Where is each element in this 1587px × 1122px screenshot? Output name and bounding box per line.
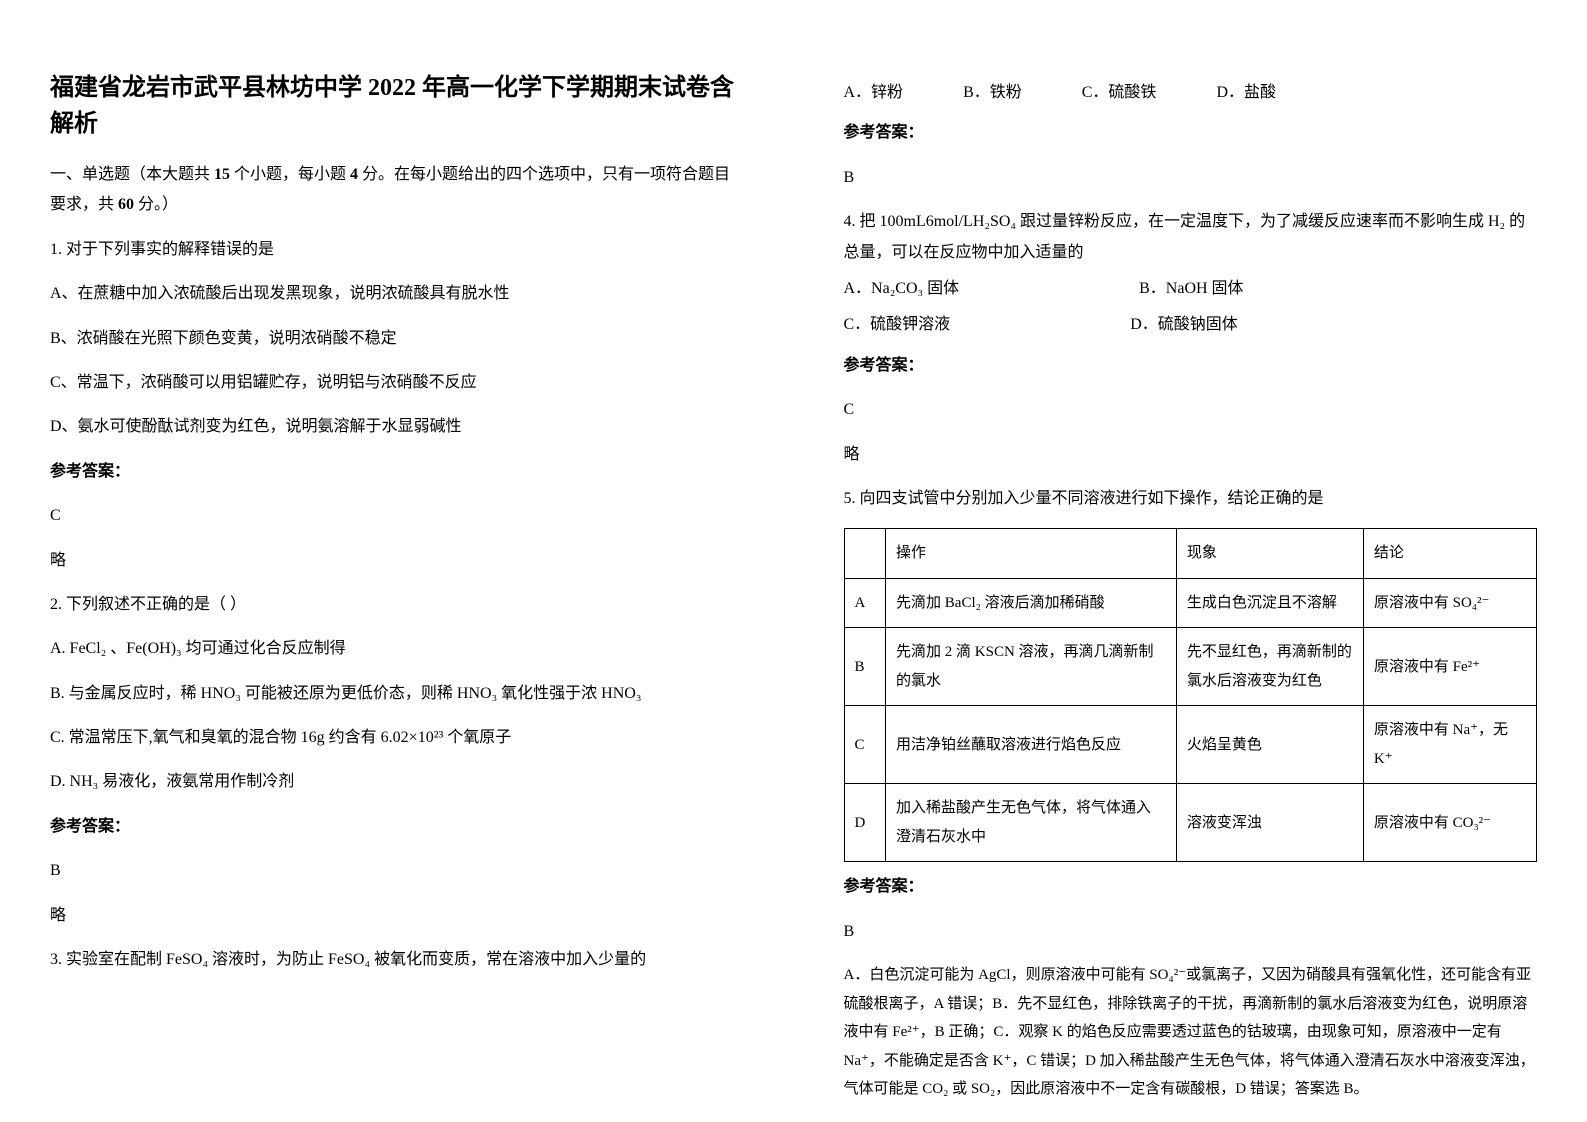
sec-total: 60 [118, 196, 134, 213]
th-cc: 结论 [1363, 529, 1536, 579]
q4-opt-b: B．NaOH 固体 [1139, 274, 1243, 304]
q1-opt-c: C、常温下，浓硝酸可以用铝罐贮存，说明铝与浓硝酸不反应 [50, 368, 744, 398]
q4-ans: C [844, 395, 1538, 425]
sec-suffix: 分。） [134, 196, 178, 213]
q3-ans: B [844, 163, 1538, 193]
right-column: A．锌粉 B．铁粉 C．硫酸铁 D．盐酸 参考答案： B 4. 把 100mL6… [794, 0, 1587, 1122]
q5-ans-label: 参考答案： [844, 872, 1538, 902]
cell-op: 先滴加 2 滴 KSCN 溶液，再滴几滴新制的氯水 [886, 628, 1177, 706]
q2-opt-b: B. 与金属反应时，稀 HNO₃ 可能被还原为更低价态，则稀 HNO₃ 氧化性强… [50, 679, 744, 709]
left-column: 福建省龙岩市武平县林坊中学 2022 年高一化学下学期期末试卷含解析 一、单选题… [0, 0, 794, 1122]
q4-opt-c: C．硫酸钾溶液 [844, 310, 951, 340]
q2-opt-c: C. 常温常压下,氧气和臭氧的混合物 16g 约含有 6.02×10²³ 个氧原… [50, 723, 744, 753]
sec-count: 15 [214, 166, 230, 183]
th-blank [844, 529, 886, 579]
q1-opt-a: A、在蔗糖中加入浓硫酸后出现发黑现象，说明浓硫酸具有脱水性 [50, 279, 744, 309]
th-ph: 现象 [1176, 529, 1363, 579]
table-row: A 先滴加 BaCl₂ 溶液后滴加稀硝酸 生成白色沉淀且不溶解 原溶液中有 SO… [844, 578, 1537, 628]
cell-cc: 原溶液中有 CO₃²⁻ [1363, 784, 1536, 862]
q1-opt-d: D、氨水可使酚酞试剂变为红色，说明氨溶解于水显弱碱性 [50, 412, 744, 442]
cell-ph: 先不显红色，再滴新制的氯水后溶液变为红色 [1176, 628, 1363, 706]
q4-opt-d: D．硫酸钠固体 [1130, 310, 1238, 340]
q3-opt-d: D．盐酸 [1216, 78, 1276, 108]
q2-ans: B [50, 856, 744, 886]
q4-note: 略 [844, 440, 1538, 470]
q3-opt-b: B．铁粉 [963, 78, 1022, 108]
question-2: 2. 下列叙述不正确的是（ ） [50, 590, 744, 620]
question-3: 3. 实验室在配制 FeSO₄ 溶液时，为防止 FeSO₄ 被氧化而变质，常在溶… [50, 945, 744, 975]
q3-ans-label: 参考答案： [844, 118, 1538, 148]
q3-opt-c: C．硫酸铁 [1082, 78, 1157, 108]
q4-row1: A．Na₂CO₃ 固体 B．NaOH 固体 [844, 274, 1538, 304]
section-header: 一、单选题（本大题共 15 个小题，每小题 4 分。在每小题给出的四个选项中，只… [50, 160, 744, 221]
cell-ph: 溶液变浑浊 [1176, 784, 1363, 862]
q2-ans-label: 参考答案： [50, 812, 744, 842]
cell-cc: 原溶液中有 SO₄²⁻ [1363, 578, 1536, 628]
q1-note: 略 [50, 546, 744, 576]
table-row: D 加入稀盐酸产生无色气体，将气体通入澄清石灰水中 溶液变浑浊 原溶液中有 CO… [844, 784, 1537, 862]
q3-options: A．锌粉 B．铁粉 C．硫酸铁 D．盐酸 [844, 78, 1538, 108]
cell-ph: 火焰呈黄色 [1176, 706, 1363, 784]
table-row: C 用洁净铂丝蘸取溶液进行焰色反应 火焰呈黄色 原溶液中有 Na⁺，无 K⁺ [844, 706, 1537, 784]
table-row: B 先滴加 2 滴 KSCN 溶液，再滴几滴新制的氯水 先不显红色，再滴新制的氯… [844, 628, 1537, 706]
exam-title: 福建省龙岩市武平县林坊中学 2022 年高一化学下学期期末试卷含解析 [50, 70, 744, 142]
q1-ans-label: 参考答案： [50, 457, 744, 487]
question-1: 1. 对于下列事实的解释错误的是 [50, 235, 744, 265]
q5-explain: A．白色沉淀可能为 AgCl，则原溶液中可能有 SO₄²⁻或氯离子，又因为硝酸具… [844, 961, 1538, 1104]
cell-cc: 原溶液中有 Fe²⁺ [1363, 628, 1536, 706]
q1-opt-b: B、浓硝酸在光照下颜色变黄，说明浓硝酸不稳定 [50, 324, 744, 354]
q3-stem: 3. 实验室在配制 FeSO₄ 溶液时，为防止 FeSO₄ 被氧化而变质，常在溶… [50, 945, 744, 975]
sec-score: 4 [350, 166, 358, 183]
table-header-row: 操作 现象 结论 [844, 529, 1537, 579]
q1-stem: 1. 对于下列事实的解释错误的是 [50, 235, 744, 265]
q4-ans-label: 参考答案： [844, 351, 1538, 381]
cell-ph: 生成白色沉淀且不溶解 [1176, 578, 1363, 628]
cell-op: 先滴加 BaCl₂ 溶液后滴加稀硝酸 [886, 578, 1177, 628]
q4-stem: 4. 把 100mL6mol/LH₂SO₄ 跟过量锌粉反应，在一定温度下，为了减… [844, 207, 1538, 268]
sec-prefix: 一、单选题（本大题共 [50, 166, 214, 183]
cell-cc: 原溶液中有 Na⁺，无 K⁺ [1363, 706, 1536, 784]
q5-stem: 5. 向四支试管中分别加入少量不同溶液进行如下操作，结论正确的是 [844, 484, 1538, 514]
cell-op: 加入稀盐酸产生无色气体，将气体通入澄清石灰水中 [886, 784, 1177, 862]
q3-opt-a: A．锌粉 [844, 78, 904, 108]
q2-note: 略 [50, 901, 744, 931]
cell-op: 用洁净铂丝蘸取溶液进行焰色反应 [886, 706, 1177, 784]
q5-table: 操作 现象 结论 A 先滴加 BaCl₂ 溶液后滴加稀硝酸 生成白色沉淀且不溶解… [844, 528, 1538, 862]
sec-mid1: 个小题，每小题 [230, 166, 350, 183]
q5-ans: B [844, 917, 1538, 947]
cell-id: C [844, 706, 886, 784]
cell-id: B [844, 628, 886, 706]
q4-opt-a: A．Na₂CO₃ 固体 [844, 274, 960, 304]
q2-stem: 2. 下列叙述不正确的是（ ） [50, 590, 744, 620]
q4-row2: C．硫酸钾溶液 D．硫酸钠固体 [844, 310, 1538, 340]
q2-opt-d: D. NH₃ 易液化，液氨常用作制冷剂 [50, 767, 744, 797]
q1-ans: C [50, 501, 744, 531]
cell-id: A [844, 578, 886, 628]
th-op: 操作 [886, 529, 1177, 579]
q2-opt-a: A. FeCl₂ 、Fe(OH)₃ 均可通过化合反应制得 [50, 634, 744, 664]
cell-id: D [844, 784, 886, 862]
